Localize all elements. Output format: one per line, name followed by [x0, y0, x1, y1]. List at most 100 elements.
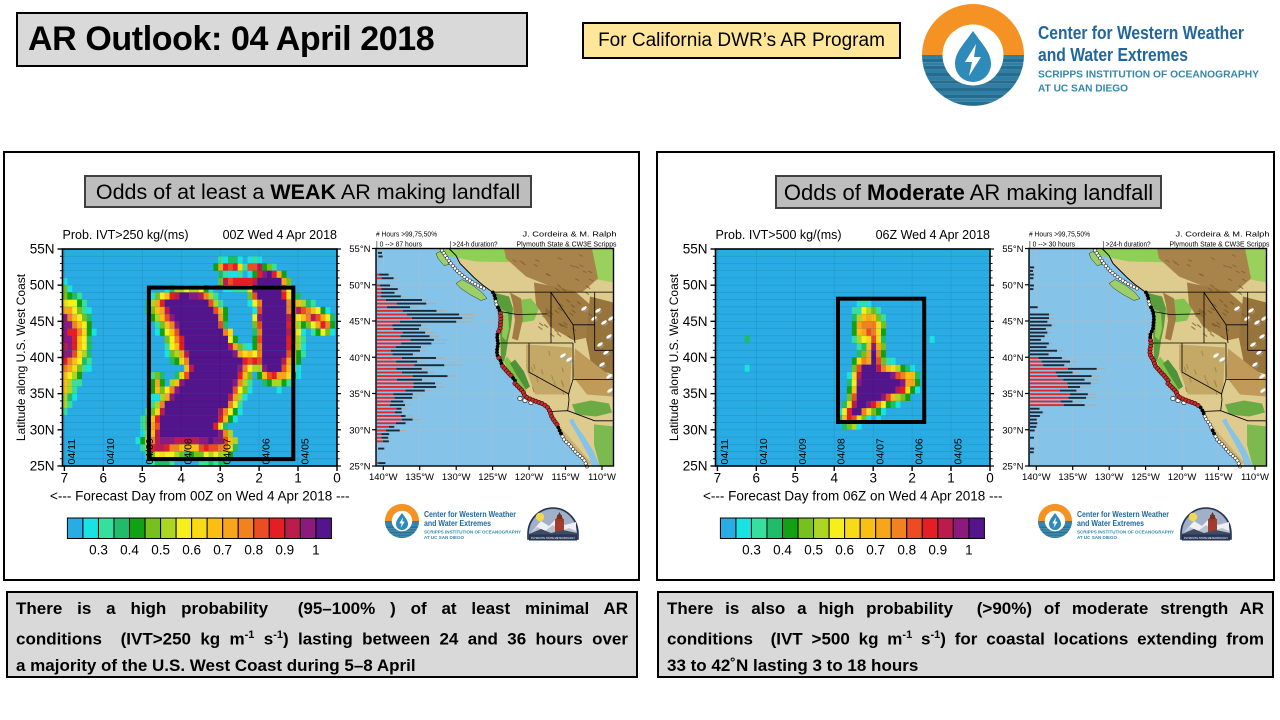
- svg-text:25N: 25N: [683, 458, 708, 473]
- svg-text:55N: 55N: [30, 242, 55, 257]
- svg-text:125°W: 125°W: [1131, 472, 1160, 483]
- svg-text:Plymouth State & CW3E Scripps: Plymouth State & CW3E Scripps: [1170, 239, 1270, 248]
- svg-text:50N: 50N: [30, 278, 55, 293]
- svg-text:04/11: 04/11: [66, 439, 78, 465]
- svg-text:1: 1: [312, 543, 320, 558]
- svg-text:55°N: 55°N: [1002, 244, 1023, 255]
- svg-text:6: 6: [753, 471, 761, 486]
- svg-text:04/11: 04/11: [719, 439, 731, 465]
- svg-text:J. Cordeira & M. Ralph: J. Cordeira & M. Ralph: [523, 229, 617, 238]
- svg-text:4: 4: [177, 471, 185, 486]
- svg-text:25°N: 25°N: [349, 462, 370, 473]
- svg-text:and Water Extremes: and Water Extremes: [1077, 518, 1144, 528]
- svg-text:0: 0: [333, 471, 341, 486]
- svg-text:130°W: 130°W: [1095, 472, 1124, 483]
- svg-text:5: 5: [139, 471, 147, 486]
- svg-text:0.9: 0.9: [928, 543, 947, 558]
- svg-text:0.8: 0.8: [897, 543, 916, 558]
- svg-text:1: 1: [294, 471, 302, 486]
- svg-text:4: 4: [830, 471, 838, 486]
- svg-text:# Hours >99,75,50%: # Hours >99,75,50%: [376, 229, 437, 238]
- svg-text:125°W: 125°W: [478, 472, 507, 483]
- svg-text:AT UC SAN DIEGO: AT UC SAN DIEGO: [1038, 83, 1128, 95]
- svg-text:30°N: 30°N: [1002, 425, 1023, 436]
- svg-text:0.9: 0.9: [275, 543, 294, 558]
- svg-text:SCRIPPS INSTITUTION OF OCEANOG: SCRIPPS INSTITUTION OF OCEANOGRAPHY: [1038, 69, 1259, 81]
- svg-text:0.6: 0.6: [835, 543, 854, 558]
- svg-text:0.5: 0.5: [151, 543, 170, 558]
- svg-text:140°W: 140°W: [369, 472, 398, 483]
- svg-text:2: 2: [908, 471, 916, 486]
- svg-text:| >24-h duration?: | >24-h duration?: [450, 239, 498, 248]
- svg-text:140°W: 140°W: [1022, 472, 1051, 483]
- svg-text:Latitude along U.S. West Coast: Latitude along U.S. West Coast: [667, 273, 681, 441]
- svg-text:40N: 40N: [30, 350, 55, 365]
- svg-text:04/10: 04/10: [758, 438, 770, 464]
- svg-text:45°N: 45°N: [1002, 317, 1023, 328]
- svg-text:0.6: 0.6: [182, 543, 201, 558]
- svg-text:7: 7: [61, 471, 69, 486]
- svg-text:0.8: 0.8: [244, 543, 263, 558]
- svg-text:115°W: 115°W: [1205, 472, 1233, 483]
- svg-text:04/06: 04/06: [914, 438, 926, 464]
- svg-text:45N: 45N: [30, 314, 55, 329]
- svg-text:120°W: 120°W: [515, 472, 544, 483]
- svg-text:<--- Forecast Day from 06Z on: <--- Forecast Day from 06Z on Wed 4 Apr …: [703, 489, 1003, 504]
- svg-text:06Z Wed 4 Apr 2018: 06Z Wed 4 Apr 2018: [876, 228, 990, 242]
- svg-text:Latitude along U.S. West Coast: Latitude along U.S. West Coast: [14, 273, 28, 441]
- svg-text:and Water Extremes: and Water Extremes: [1038, 44, 1188, 65]
- svg-text:0: 0: [986, 471, 994, 486]
- svg-text:0.3: 0.3: [89, 543, 108, 558]
- svg-text:04/05: 04/05: [953, 438, 965, 464]
- svg-text:110°W: 110°W: [588, 472, 616, 483]
- svg-text:30N: 30N: [683, 422, 708, 437]
- svg-text:J. Cordeira & M. Ralph: J. Cordeira & M. Ralph: [1176, 229, 1270, 238]
- svg-text:0.4: 0.4: [120, 543, 139, 558]
- svg-text:0.3: 0.3: [742, 543, 761, 558]
- svg-text:04/09: 04/09: [144, 438, 156, 464]
- svg-text:| 0 --> 30 hours: | 0 --> 30 hours: [1029, 239, 1075, 248]
- svg-text:35N: 35N: [683, 386, 708, 401]
- svg-text:0.5: 0.5: [804, 543, 823, 558]
- svg-text:50N: 50N: [683, 278, 708, 293]
- svg-text:30°N: 30°N: [349, 425, 370, 436]
- svg-text:04/10: 04/10: [105, 438, 117, 464]
- svg-text:1: 1: [965, 543, 973, 558]
- svg-text:0.4: 0.4: [773, 543, 792, 558]
- svg-text:04/07: 04/07: [222, 438, 234, 464]
- svg-text:1: 1: [947, 471, 955, 486]
- svg-text:04/08: 04/08: [836, 438, 848, 464]
- svg-text:SCRIPPS INSTITUTION OF OCEANOG: SCRIPPS INSTITUTION OF OCEANOGRAPHY: [1077, 530, 1174, 535]
- svg-text:SCRIPPS INSTITUTION OF OCEANOG: SCRIPPS INSTITUTION OF OCEANOGRAPHY: [424, 530, 521, 535]
- svg-text:0.7: 0.7: [866, 543, 885, 558]
- svg-text:| 0 --> 87 hours: | 0 --> 87 hours: [376, 239, 422, 248]
- svg-text:25°N: 25°N: [1002, 462, 1023, 473]
- svg-text:45N: 45N: [683, 314, 708, 329]
- svg-text:40N: 40N: [683, 350, 708, 365]
- svg-text:AT UC SAN DIEGO: AT UC SAN DIEGO: [1077, 535, 1117, 540]
- svg-text:5: 5: [792, 471, 800, 486]
- svg-text:6: 6: [100, 471, 108, 486]
- svg-text:45°N: 45°N: [349, 317, 370, 328]
- svg-text:Center for Western Weather: Center for Western Weather: [1077, 509, 1170, 519]
- svg-text:115°W: 115°W: [552, 472, 580, 483]
- svg-text:Center for Western Weather: Center for Western Weather: [424, 509, 517, 519]
- svg-text:35N: 35N: [30, 386, 55, 401]
- svg-text:135°W: 135°W: [405, 472, 434, 483]
- svg-text:04/06: 04/06: [261, 438, 273, 464]
- svg-text:Center for Western Weather: Center for Western Weather: [1038, 22, 1244, 43]
- svg-text:3: 3: [216, 471, 224, 486]
- svg-text:Plymouth State & CW3E Scripps: Plymouth State & CW3E Scripps: [517, 239, 617, 248]
- svg-text:35°N: 35°N: [349, 389, 370, 400]
- svg-text:7: 7: [714, 471, 722, 486]
- svg-text:35°N: 35°N: [1002, 389, 1023, 400]
- svg-text:110°W: 110°W: [1241, 472, 1269, 483]
- svg-text:25N: 25N: [30, 458, 55, 473]
- svg-text:55N: 55N: [683, 242, 708, 257]
- svg-text:00Z Wed 4 Apr 2018: 00Z Wed 4 Apr 2018: [223, 228, 337, 242]
- svg-text:<--- Forecast Day from 00Z on: <--- Forecast Day from 00Z on Wed 4 Apr …: [50, 489, 350, 504]
- svg-text:AT UC SAN DIEGO: AT UC SAN DIEGO: [424, 535, 464, 540]
- svg-text:0.7: 0.7: [213, 543, 232, 558]
- svg-text:3: 3: [869, 471, 877, 486]
- svg-text:50°N: 50°N: [1002, 280, 1023, 291]
